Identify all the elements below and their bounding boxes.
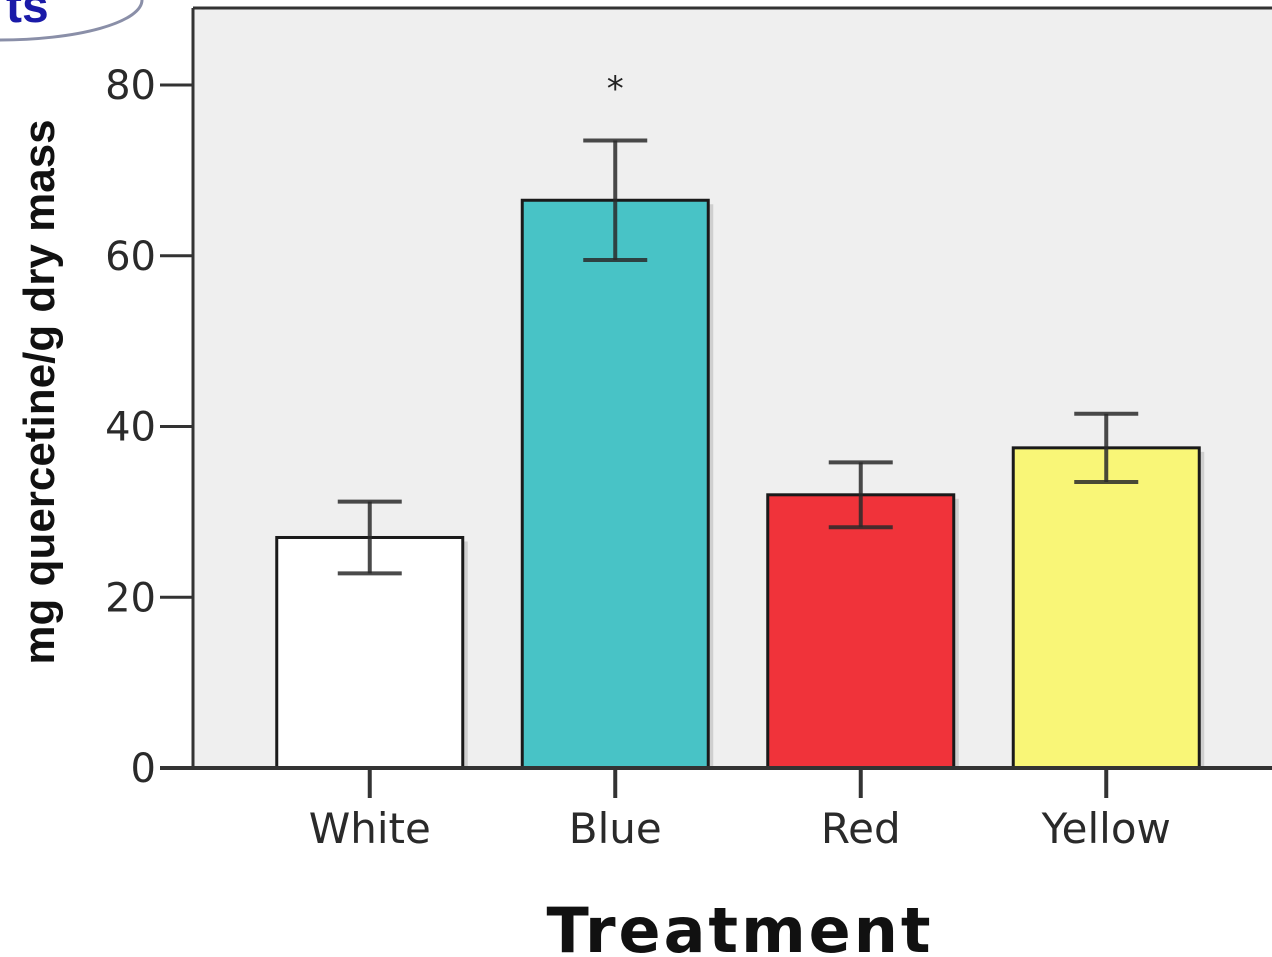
y-tick-label: 40 [105, 405, 156, 451]
labels-layer: 0 20 40 60 80 White Blue Red Yellow * [105, 63, 1171, 853]
x-tick-label-red: Red [821, 804, 901, 853]
corner-callout-text: ts [6, 0, 49, 33]
bar-blue [520, 198, 710, 770]
x-tick-label-blue: Blue [569, 804, 662, 853]
significance-marker: * [607, 69, 624, 109]
bars-layer [275, 198, 1205, 770]
y-tick-label: 0 [131, 746, 156, 792]
y-tick-label: 20 [105, 575, 156, 621]
y-axis-title: mg quercetine/g dry mass [15, 119, 64, 664]
x-axis-title: Treatment [546, 894, 933, 957]
bar-yellow [1011, 446, 1201, 770]
x-tick-label-yellow: Yellow [1041, 804, 1171, 853]
corner-callout: ts [0, 0, 144, 42]
bar-red [766, 493, 956, 770]
x-tick-label-white: White [309, 804, 431, 853]
y-tick-label: 80 [105, 63, 156, 109]
error-bars-layer [337, 138, 1139, 576]
y-tick-label: 60 [105, 234, 156, 280]
